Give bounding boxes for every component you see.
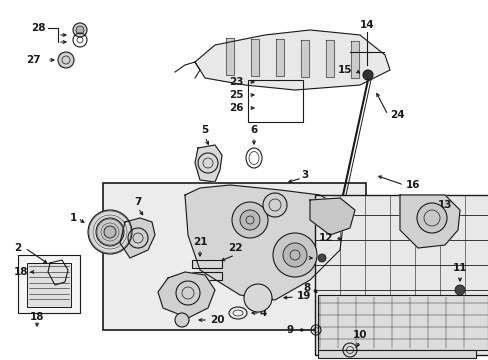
Text: 20: 20 [209,315,224,325]
Polygon shape [309,198,354,235]
Bar [247,80,303,122]
Bar [314,195,488,355]
Text: 5: 5 [201,125,208,135]
Circle shape [263,193,286,217]
Bar [27,263,71,307]
Circle shape [96,218,124,246]
Polygon shape [120,218,155,258]
Polygon shape [48,260,68,285]
Bar [18,255,80,313]
Text: 16: 16 [405,180,420,190]
Text: 9: 9 [286,325,293,335]
Text: 18: 18 [30,312,44,322]
Text: 1: 1 [69,213,77,223]
Circle shape [272,233,316,277]
Circle shape [240,210,260,230]
Circle shape [88,210,132,254]
Polygon shape [275,39,284,76]
Text: 7: 7 [134,197,142,207]
Text: 21: 21 [192,237,207,247]
Circle shape [175,313,189,327]
Text: 27: 27 [26,55,40,65]
Text: 25: 25 [229,90,244,100]
Text: 8: 8 [303,283,310,293]
Text: 23: 23 [229,77,244,87]
Polygon shape [184,185,345,300]
Polygon shape [158,272,215,318]
Bar [317,350,475,358]
Polygon shape [350,40,358,77]
Polygon shape [225,38,234,75]
Circle shape [231,202,267,238]
Circle shape [362,70,372,80]
Text: 28: 28 [31,23,45,33]
Text: 3: 3 [301,170,308,180]
Text: 14: 14 [359,20,373,30]
Text: 4: 4 [259,308,266,318]
Bar [317,295,487,350]
Text: 11: 11 [452,263,467,273]
Circle shape [244,284,271,312]
Circle shape [454,285,464,295]
Text: 12: 12 [318,233,332,243]
Polygon shape [325,40,333,77]
Circle shape [416,203,446,233]
Circle shape [104,226,116,238]
Circle shape [283,243,306,267]
Text: 6: 6 [250,125,257,135]
Text: 19: 19 [296,291,311,301]
Text: 17: 17 [290,253,305,263]
Bar [103,183,365,330]
Circle shape [76,26,84,34]
Bar [192,272,222,280]
Polygon shape [195,30,389,90]
Bar [192,260,222,268]
Text: 26: 26 [229,103,244,113]
Text: 15: 15 [337,65,351,75]
Text: 18: 18 [14,267,28,277]
Circle shape [58,52,74,68]
Text: 2: 2 [14,243,21,253]
Circle shape [73,23,87,37]
Polygon shape [195,145,222,182]
Polygon shape [250,39,259,76]
Text: 13: 13 [437,200,451,210]
Circle shape [317,254,325,262]
Text: 10: 10 [352,330,366,340]
Polygon shape [301,40,308,77]
Text: 24: 24 [389,110,404,120]
Polygon shape [399,195,459,248]
Text: 22: 22 [227,243,242,253]
